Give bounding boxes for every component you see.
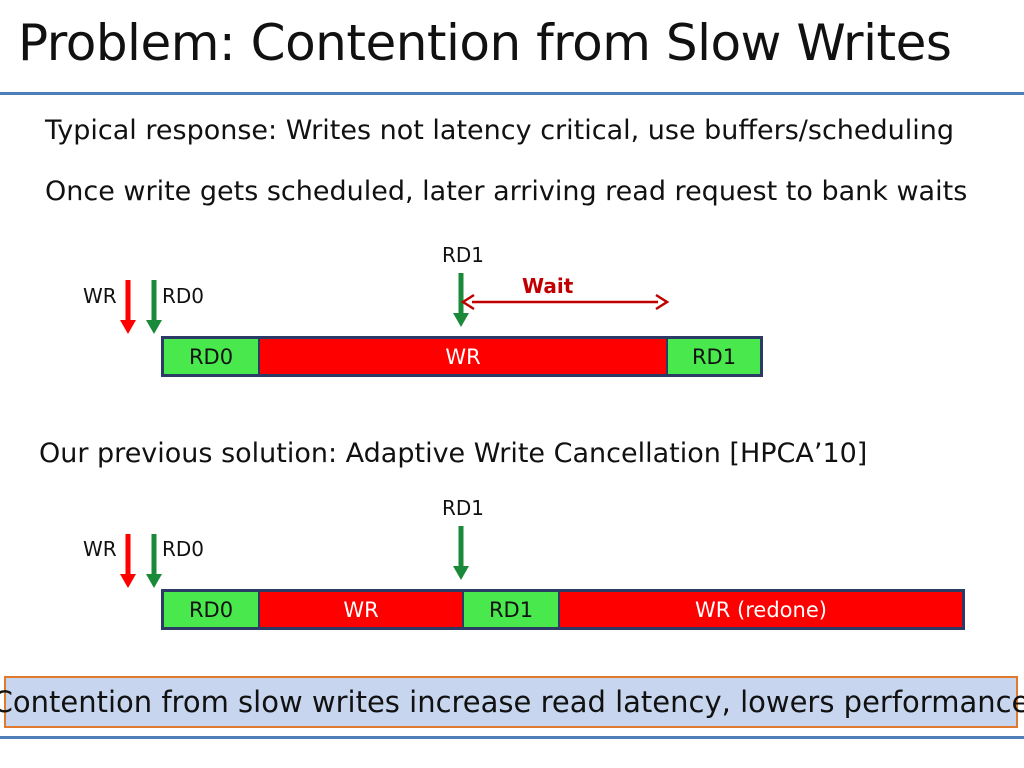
conclusion-box: Contention from slow writes increase rea… xyxy=(0,676,1024,728)
wait-double-arrow-icon xyxy=(460,293,670,311)
segment-rd0: RD0 xyxy=(163,338,259,375)
write-scheduled-text: Once write gets scheduled, later arrivin… xyxy=(45,176,968,207)
segment-rd0: RD0 xyxy=(163,591,259,628)
rd1-arrow-icon xyxy=(453,526,469,580)
rd0-arrow-label: RD0 xyxy=(162,284,205,308)
wr-arrow-label: WR xyxy=(83,284,117,308)
wr-arrow-icon xyxy=(120,280,136,334)
rd1-arrow-icon xyxy=(453,273,469,327)
segment-wr: WR xyxy=(259,591,463,628)
wr-arrow-label: WR xyxy=(83,537,117,561)
previous-solution-text: Our previous solution: Adaptive Write Ca… xyxy=(39,438,868,469)
diagram-write-cancellation: WR RD0 RD1 RD0 WR RD1 WR (redone) xyxy=(0,480,1024,640)
diagram-write-contention: WR RD0 RD1 Wait RD0 WR RD1 xyxy=(83,243,763,377)
rd1-arrow-label: RD1 xyxy=(442,243,485,267)
segment-wr-redone: WR (redone) xyxy=(559,591,963,628)
timeline-bar-2: RD0 WR RD1 WR (redone) xyxy=(161,589,965,630)
segment-wr: WR xyxy=(259,338,667,375)
footer-divider xyxy=(0,736,1024,739)
wr-arrow-icon xyxy=(120,534,136,588)
rd0-arrow-label: RD0 xyxy=(162,537,205,561)
wait-label: Wait xyxy=(522,274,574,298)
title-divider xyxy=(0,92,1024,95)
rd0-arrow-icon xyxy=(146,280,162,334)
typical-response-text: Typical response: Writes not latency cri… xyxy=(45,115,955,146)
segment-rd1: RD1 xyxy=(667,338,761,375)
segment-rd1: RD1 xyxy=(463,591,559,628)
rd0-arrow-icon xyxy=(146,534,162,588)
slide-title: Problem: Contention from Slow Writes xyxy=(18,14,952,72)
timeline-bar-1: RD0 WR RD1 xyxy=(161,336,763,377)
conclusion-text: Contention from slow writes increase rea… xyxy=(0,685,1024,719)
rd1-arrow-label: RD1 xyxy=(442,496,485,520)
